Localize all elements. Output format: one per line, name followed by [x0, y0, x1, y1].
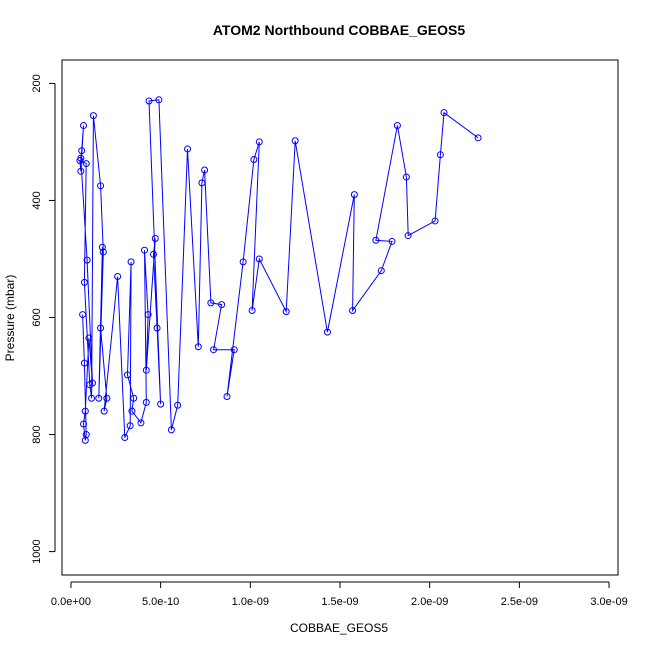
plot-area: [61, 59, 619, 576]
data-point: [223, 393, 231, 401]
data-point: [377, 267, 385, 275]
data-point: [350, 191, 358, 199]
data-point: [149, 250, 157, 258]
y-tick-label: 1000: [31, 539, 43, 563]
data-point: [218, 301, 226, 309]
y-tick-label: 800: [31, 425, 43, 443]
data-point: [474, 134, 482, 142]
data-point: [83, 256, 91, 264]
data-point: [88, 394, 96, 402]
data-point: [157, 400, 165, 408]
series-group: [76, 96, 482, 444]
data-point: [174, 401, 182, 409]
x-tick-label: 3.0e-09: [590, 596, 627, 608]
data-point: [194, 343, 202, 351]
data-point: [250, 155, 258, 163]
data-point: [184, 145, 192, 153]
x-tick-label: 2.5e-09: [501, 596, 538, 608]
data-point: [145, 97, 153, 105]
data-point: [282, 308, 290, 316]
data-point: [393, 122, 401, 130]
data-point: [80, 122, 88, 130]
data-point: [79, 311, 87, 319]
data-point: [130, 394, 138, 402]
data-point: [142, 366, 150, 374]
y-tick-label: 200: [31, 74, 43, 92]
data-point: [402, 173, 410, 181]
data-point: [76, 157, 84, 165]
data-point: [291, 137, 299, 145]
data-point: [404, 232, 412, 240]
data-point: [155, 96, 163, 104]
data-point: [141, 246, 149, 254]
data-point: [99, 248, 107, 256]
data-point: [103, 394, 111, 402]
y-tick-label: 600: [31, 308, 43, 326]
data-point: [80, 278, 88, 286]
data-point: [128, 407, 136, 415]
data-point: [436, 151, 444, 159]
data-point: [121, 433, 129, 441]
data-point: [80, 420, 88, 428]
data-point: [114, 273, 122, 281]
x-tick-label: 2.0e-09: [411, 596, 448, 608]
x-tick-label: 5.0e-10: [142, 596, 179, 608]
data-point: [127, 258, 135, 266]
data-point: [248, 306, 256, 314]
data-point: [255, 255, 263, 263]
data-point: [431, 217, 439, 225]
y-axis: 200 400 600 800 1000: [31, 74, 56, 564]
data-point: [126, 422, 134, 430]
x-axis: 0.0e+00 5.0e-10 1.0e-09 1.5e-09 2.0e-09 2.5e-…: [51, 581, 628, 608]
data-point: [323, 328, 331, 336]
data-point: [85, 334, 93, 342]
data-point: [198, 179, 206, 187]
x-tick-label: 1.5e-09: [321, 596, 358, 608]
data-point: [81, 436, 89, 444]
data-point: [78, 147, 86, 155]
data-point: [123, 371, 131, 379]
y-axis-label: Pressure (mbar): [3, 275, 17, 362]
chart-title: ATOM2 Northbound COBBAE_GEOS5: [213, 22, 465, 38]
data-point: [440, 109, 448, 117]
data-point: [153, 324, 161, 332]
data-point: [144, 311, 152, 319]
x-tick-label: 1.0e-09: [232, 596, 269, 608]
y-tick-label: 400: [31, 191, 43, 209]
data-point: [201, 166, 209, 174]
data-point: [142, 398, 150, 406]
data-point: [86, 381, 94, 389]
data-point: [95, 394, 103, 402]
series-line: [79, 99, 479, 441]
data-point: [97, 182, 105, 190]
data-point: [239, 258, 247, 266]
data-point: [255, 138, 263, 146]
x-tick-label: 0.0e+00: [51, 596, 91, 608]
data-point: [372, 236, 380, 244]
data-point: [388, 237, 396, 245]
data-point: [167, 426, 175, 434]
data-point: [210, 346, 218, 354]
data-point: [151, 234, 159, 242]
data-point: [81, 407, 89, 415]
data-point: [89, 112, 97, 120]
data-point: [230, 346, 238, 354]
x-axis-label: COBBAE_GEOS5: [290, 621, 388, 635]
data-point: [77, 167, 85, 175]
data-point: [137, 419, 145, 427]
series-layer: [76, 96, 482, 444]
data-point: [100, 407, 108, 415]
data-point: [98, 243, 106, 251]
data-point: [80, 359, 88, 367]
data-point: [207, 299, 215, 307]
data-point: [82, 160, 90, 168]
data-point: [349, 306, 357, 314]
data-point: [97, 324, 105, 332]
